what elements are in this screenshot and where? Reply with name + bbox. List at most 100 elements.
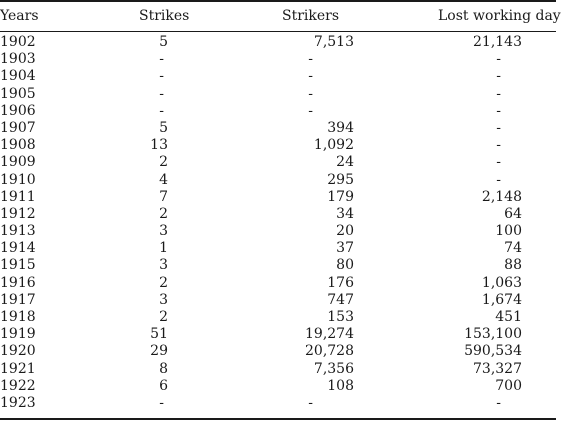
table-row: 1909 2 24 - [0, 154, 556, 171]
cell-strikes: 5 [159, 119, 168, 136]
cell-strikes: 29 [150, 343, 168, 360]
cell-lost-working-days: 1,063 [481, 274, 522, 291]
cell-year: 1908 [0, 137, 36, 154]
table-row: 1923 - - - [0, 395, 556, 412]
cell-strikers: 20 [336, 223, 354, 240]
table-row: 1921 8 7,356 73,327 [0, 361, 556, 378]
table-row: 1910 4 295 - [0, 172, 556, 189]
cell-year: 1919 [0, 326, 36, 343]
table-row: 1919 51 19,274 153,100 [0, 326, 556, 343]
cell-lost-working-days: - [496, 102, 501, 119]
cell-strikes: - [159, 51, 164, 68]
table-row: 1905 - - - [0, 86, 556, 103]
bottom-rule [0, 418, 556, 420]
header-lost-working-days: Lost working days [438, 8, 561, 24]
cell-strikes: - [159, 102, 164, 119]
cell-lost-working-days: - [496, 68, 501, 85]
cell-strikers: 19,274 [305, 326, 354, 343]
cell-lost-working-days: 73,327 [473, 360, 522, 377]
cell-lost-working-days: - [496, 137, 501, 154]
cell-strikes: - [159, 85, 164, 102]
cell-year: 1914 [0, 240, 36, 257]
cell-strikes: 2 [159, 274, 168, 291]
cell-year: 1910 [0, 171, 36, 188]
cell-strikers: 179 [327, 188, 354, 205]
cell-strikers: - [308, 102, 313, 119]
cell-strikes: 8 [159, 360, 168, 377]
cell-strikers: 24 [336, 154, 354, 171]
cell-lost-working-days: 2,148 [481, 188, 522, 205]
cell-year: 1915 [0, 257, 36, 274]
cell-lost-working-days: 590,534 [464, 343, 522, 360]
cell-strikers: 747 [327, 291, 354, 308]
cell-strikers: 80 [336, 257, 354, 274]
cell-strikes: 6 [159, 377, 168, 394]
cell-strikers: - [308, 68, 313, 85]
header-years: Years [0, 8, 39, 24]
cell-year: 1921 [0, 360, 36, 377]
cell-lost-working-days: - [496, 394, 501, 411]
cell-strikes: 3 [159, 223, 168, 240]
table-row: 1920 29 20,728 590,534 [0, 343, 556, 360]
cell-lost-working-days: 700 [495, 377, 522, 394]
cell-strikes: 2 [159, 205, 168, 222]
cell-lost-working-days: 88 [504, 257, 522, 274]
cell-year: 1920 [0, 343, 36, 360]
table-row: 1906 - - - [0, 103, 556, 120]
cell-lost-working-days: - [496, 154, 501, 171]
table-row: 1908 13 1,092 - [0, 137, 556, 154]
table-row: 1903 - - - [0, 51, 556, 68]
table-row: 1916 2 176 1,063 [0, 275, 556, 292]
cell-strikers: 176 [327, 274, 354, 291]
cell-year: 1906 [0, 102, 36, 119]
cell-year: 1916 [0, 274, 36, 291]
cell-strikers: - [308, 85, 313, 102]
cell-strikers: 1,092 [313, 137, 354, 154]
table-row: 1922 6 108 700 [0, 378, 556, 395]
cell-strikers: - [308, 51, 313, 68]
cell-year: 1907 [0, 119, 36, 136]
cell-lost-working-days: 64 [504, 205, 522, 222]
cell-strikers: 153 [327, 309, 354, 325]
cell-strikers: 34 [336, 205, 354, 222]
table-row: 1915 3 80 88 [0, 257, 556, 274]
cell-lost-working-days: - [496, 171, 501, 188]
table-row: 1918 2 153 451 [0, 309, 556, 326]
cell-strikers: - [308, 394, 313, 411]
cell-strikes: 7 [159, 188, 168, 205]
cell-year: 1917 [0, 291, 36, 308]
table-row: 1904 - - - [0, 68, 556, 85]
cell-strikes: - [159, 68, 164, 85]
cell-year: 1903 [0, 51, 36, 68]
table-row: 1913 3 20 100 [0, 223, 556, 240]
cell-lost-working-days: 21,143 [473, 34, 522, 50]
cell-strikes: 4 [159, 171, 168, 188]
cell-lost-working-days: - [496, 85, 501, 102]
cell-year: 1911 [0, 188, 36, 205]
cell-strikes: 2 [159, 309, 168, 325]
cell-year: 1923 [0, 394, 36, 411]
header-strikers: Strikers [282, 8, 340, 24]
table-row: 1912 2 34 64 [0, 206, 556, 223]
table-row: 1914 1 37 74 [0, 240, 556, 257]
table-row: 1902 5 7,513 21,143 [0, 34, 556, 51]
cell-strikers: 7,356 [313, 360, 354, 377]
cell-lost-working-days: - [496, 51, 501, 68]
header-rule [0, 31, 556, 32]
cell-strikers: 7,513 [313, 34, 354, 50]
cell-year: 1922 [0, 377, 36, 394]
cell-lost-working-days: 451 [495, 309, 522, 325]
cell-strikes: 13 [150, 137, 168, 154]
cell-strikes: 51 [150, 326, 168, 343]
cell-year: 1913 [0, 223, 36, 240]
cell-lost-working-days: 100 [495, 223, 522, 240]
cell-lost-working-days: - [496, 119, 501, 136]
cell-strikes: 2 [159, 154, 168, 171]
table-row: 1911 7 179 2,148 [0, 189, 556, 206]
cell-strikers: 108 [327, 377, 354, 394]
table-row: 1907 5 394 - [0, 120, 556, 137]
table-body: 1902 5 7,513 21,143 1903- - -1904- - -1905- - -190… [0, 34, 556, 412]
cell-strikes: 3 [159, 291, 168, 308]
cell-year: 1902 [0, 34, 36, 50]
